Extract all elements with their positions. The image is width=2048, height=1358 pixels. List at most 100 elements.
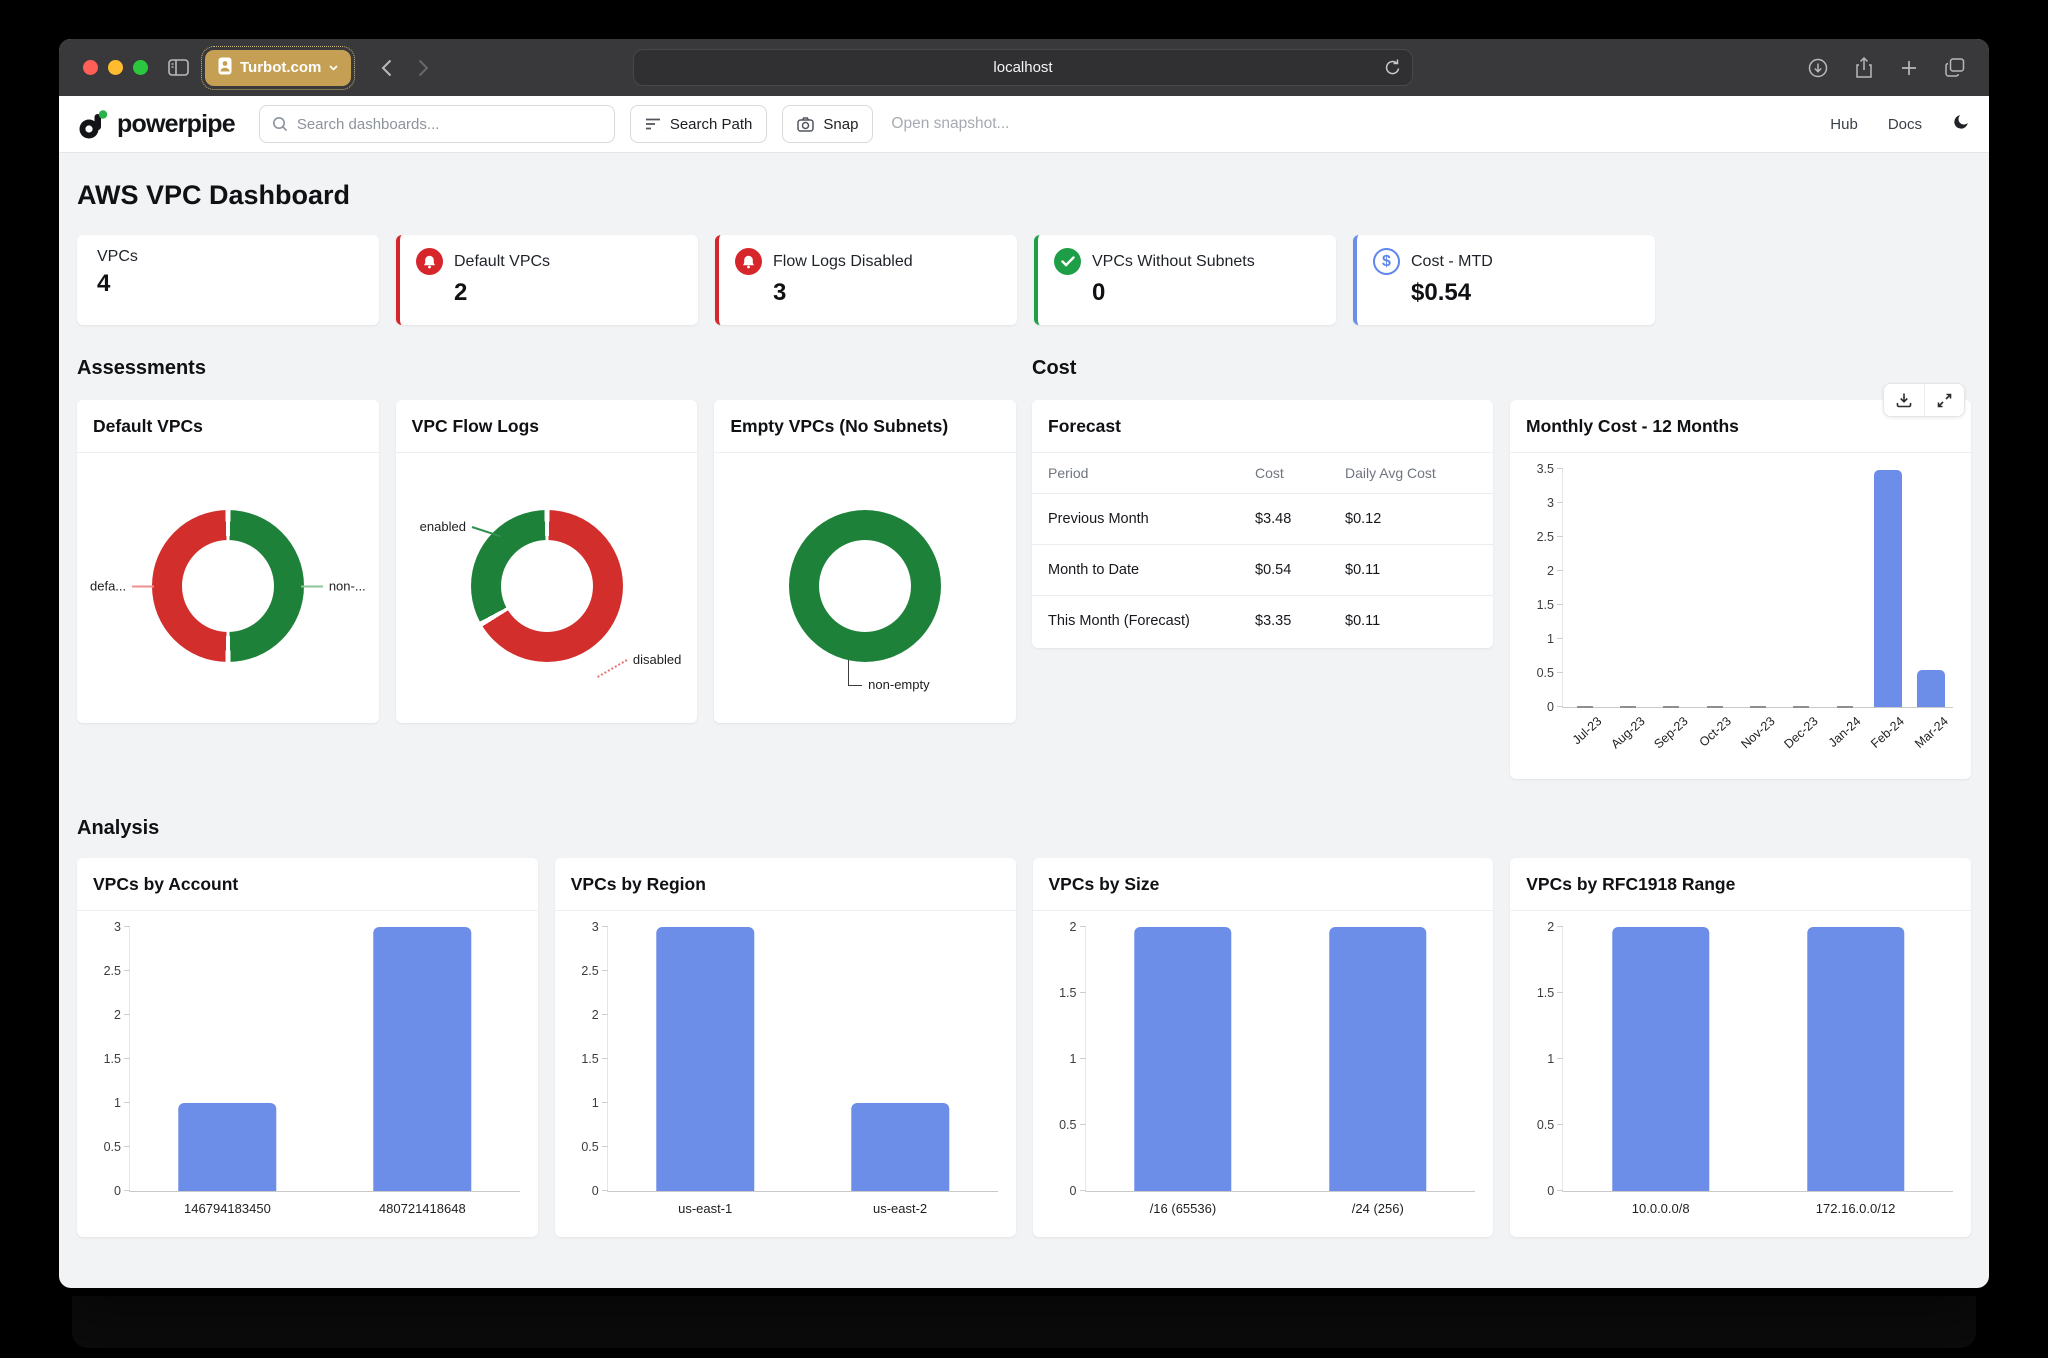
dollar-circle-icon: $ [1373,248,1400,275]
panel-title: VPCs by Size [1032,858,1494,911]
snap-label: Snap [823,115,859,133]
empty-vpcs-donut-chart [789,510,942,662]
hub-link[interactable]: Hub [1830,115,1858,133]
table-row: Month to Date $0.54 $0.11 [1032,544,1493,595]
close-window-button[interactable] [83,60,98,75]
pie-label-default: defa... [90,579,155,594]
x-axis-label: us-east-2 [872,1201,928,1216]
default-vpcs-donut-chart [151,510,304,662]
x-axis-label: us-east-1 [678,1201,733,1216]
analysis-row: VPCs by Account 0 0.5 1 1.5 2 2.5 3 14679418345… [77,858,1971,1237]
forecast-table: Period Cost Daily Avg Cost Previous Mont… [1032,453,1493,646]
panel-title: VPC Flow Logs [395,400,698,453]
pie-leader-line [848,660,863,686]
card-value: 3 [773,279,787,306]
search-icon [272,117,287,132]
card-vpcs: VPCs 4 [77,235,379,325]
dashboard-search[interactable] [258,105,615,143]
x-axis-label: Mar-24 [1911,714,1951,751]
open-snapshot-button[interactable]: Open snapshot... [891,115,1010,132]
search-input[interactable] [296,115,602,133]
forward-button[interactable] [418,59,429,77]
card-label: Default VPCs [454,252,551,270]
pie-label-non-empty: non-empty [868,677,930,692]
sidebar-toggle-icon[interactable] [168,59,189,76]
powerpipe-logo[interactable]: powerpipe [78,109,236,140]
download-chart-button[interactable] [1884,384,1924,416]
traffic-lights [83,60,148,75]
card-value: 4 [97,270,111,297]
bar [1917,670,1946,707]
snap-button[interactable]: Snap [782,105,874,143]
table-row: Previous Month $3.48 $0.12 [1032,493,1493,544]
x-axis-label: /16 (65536) [1149,1201,1217,1216]
vpcs-by-size-bar-chart: 0 0.5 1 1.5 2/16 (65536)/24 (256) [1033,911,1494,1238]
table-row: This Month (Forecast) $3.35 $0.11 [1032,595,1493,646]
panel-vpc-flow-logs: VPC Flow Logs enabled disabled [395,400,698,723]
panel-title: VPCs by RFC1918 Range [1510,858,1971,911]
pie-label-enabled: enabled [420,519,502,537]
panel-default-vpcs: Default VPCs defa... non-... [77,400,379,723]
card-label: VPCs Without Subnets [1092,252,1255,270]
new-tab-icon[interactable] [1900,59,1918,77]
vpcs-by-account-bar-chart: 0 0.5 1 1.5 2 2.5 3 146794183450 480721418648 [77,911,538,1238]
card-value: $0.54 [1411,279,1472,306]
tab-group-label: Turbot.com [240,59,322,76]
monthly-cost-bar-chart: 0 0.5 1 1.5 2 2.5 3 3.5 Jul-23 Aug-23 Sep-23 Oct-23… [1510,453,1971,780]
card-default-vpcs: Default VPCs 2 [396,235,698,325]
docs-link[interactable]: Docs [1887,115,1922,133]
bar [373,927,472,1191]
panel-title: VPCs by Account [77,858,538,911]
dashboard-content: AWS VPC Dashboard VPCs 4 Default VPCs 2 [59,153,1989,1288]
downloads-icon[interactable] [1808,58,1828,78]
tab-overview-icon[interactable] [1945,58,1965,77]
x-axis-label: 480721418648 [378,1201,466,1216]
assessments-heading: Assessments [77,357,206,379]
chart-toolbar [1883,383,1965,417]
powerpipe-logo-text: powerpipe [117,109,236,138]
moon-icon [1954,115,1968,129]
card-value: 2 [454,279,468,306]
powerpipe-logo-mark [79,109,108,138]
camera-icon [797,116,815,132]
vpcs-by-rfc1918-bar-chart: 0 0.5 1 1.5 2 10.0.0.0/8 172.16.0.0/12 [1510,911,1971,1238]
zoom-window-button[interactable] [133,60,148,75]
check-circle-icon [1054,248,1081,275]
panel-title: VPCs by Region [554,858,1016,911]
x-axis-label: /24 (256) [1351,1201,1404,1216]
x-axis-label: Jan-24 [1826,714,1865,750]
bar [1873,470,1902,707]
bar [656,927,754,1191]
bar [1806,927,1905,1191]
cost-row: Forecast Period Cost Daily Avg Cost Prev… [1032,383,1971,779]
minimize-window-button[interactable] [108,60,123,75]
search-path-button[interactable]: Search Path [629,105,768,143]
x-axis-label: Aug-23 [1608,714,1648,752]
panel-empty-vpcs: Empty VPCs (No Subnets) non-empty [714,400,1017,723]
panel-title: Forecast [1032,400,1493,453]
card-flow-logs-disabled: Flow Logs Disabled 3 [715,235,1017,325]
tab-group-button[interactable]: Turbot.com [200,45,356,90]
panel-monthly-cost: Monthly Cost - 12 Months 0 0.5 1 1.5 2 2.5 3 3.… [1510,400,1971,779]
cost-heading: Cost [1032,357,1077,379]
card-cost-mtd: $ Cost - MTD $0.54 [1353,235,1655,325]
x-axis-label: Nov-23 [1738,714,1778,752]
share-icon[interactable] [1855,57,1873,78]
panel-title: Monthly Cost - 12 Months [1510,400,1971,453]
bar [1134,927,1232,1191]
alert-bell-icon [735,248,762,275]
app-header: powerpipe Search Path Snap Open snapshot… [59,96,1989,153]
dark-mode-toggle[interactable] [1952,113,1970,135]
expand-chart-button[interactable] [1924,384,1964,416]
back-button[interactable] [381,59,392,77]
summary-cards-row: VPCs 4 Default VPCs 2 Flow Logs Disable [77,235,1971,325]
panel-title: Default VPCs [77,400,379,453]
browser-window: Turbot.com localhost [59,39,1989,1288]
bar [1329,927,1427,1191]
reload-icon[interactable] [1384,58,1401,82]
x-axis-label: 146794183450 [184,1201,271,1216]
address-bar[interactable]: localhost [633,49,1413,86]
background-window-edge [72,1296,1976,1348]
x-axis-label: Feb-24 [1868,714,1908,751]
alert-bell-icon [416,248,443,275]
